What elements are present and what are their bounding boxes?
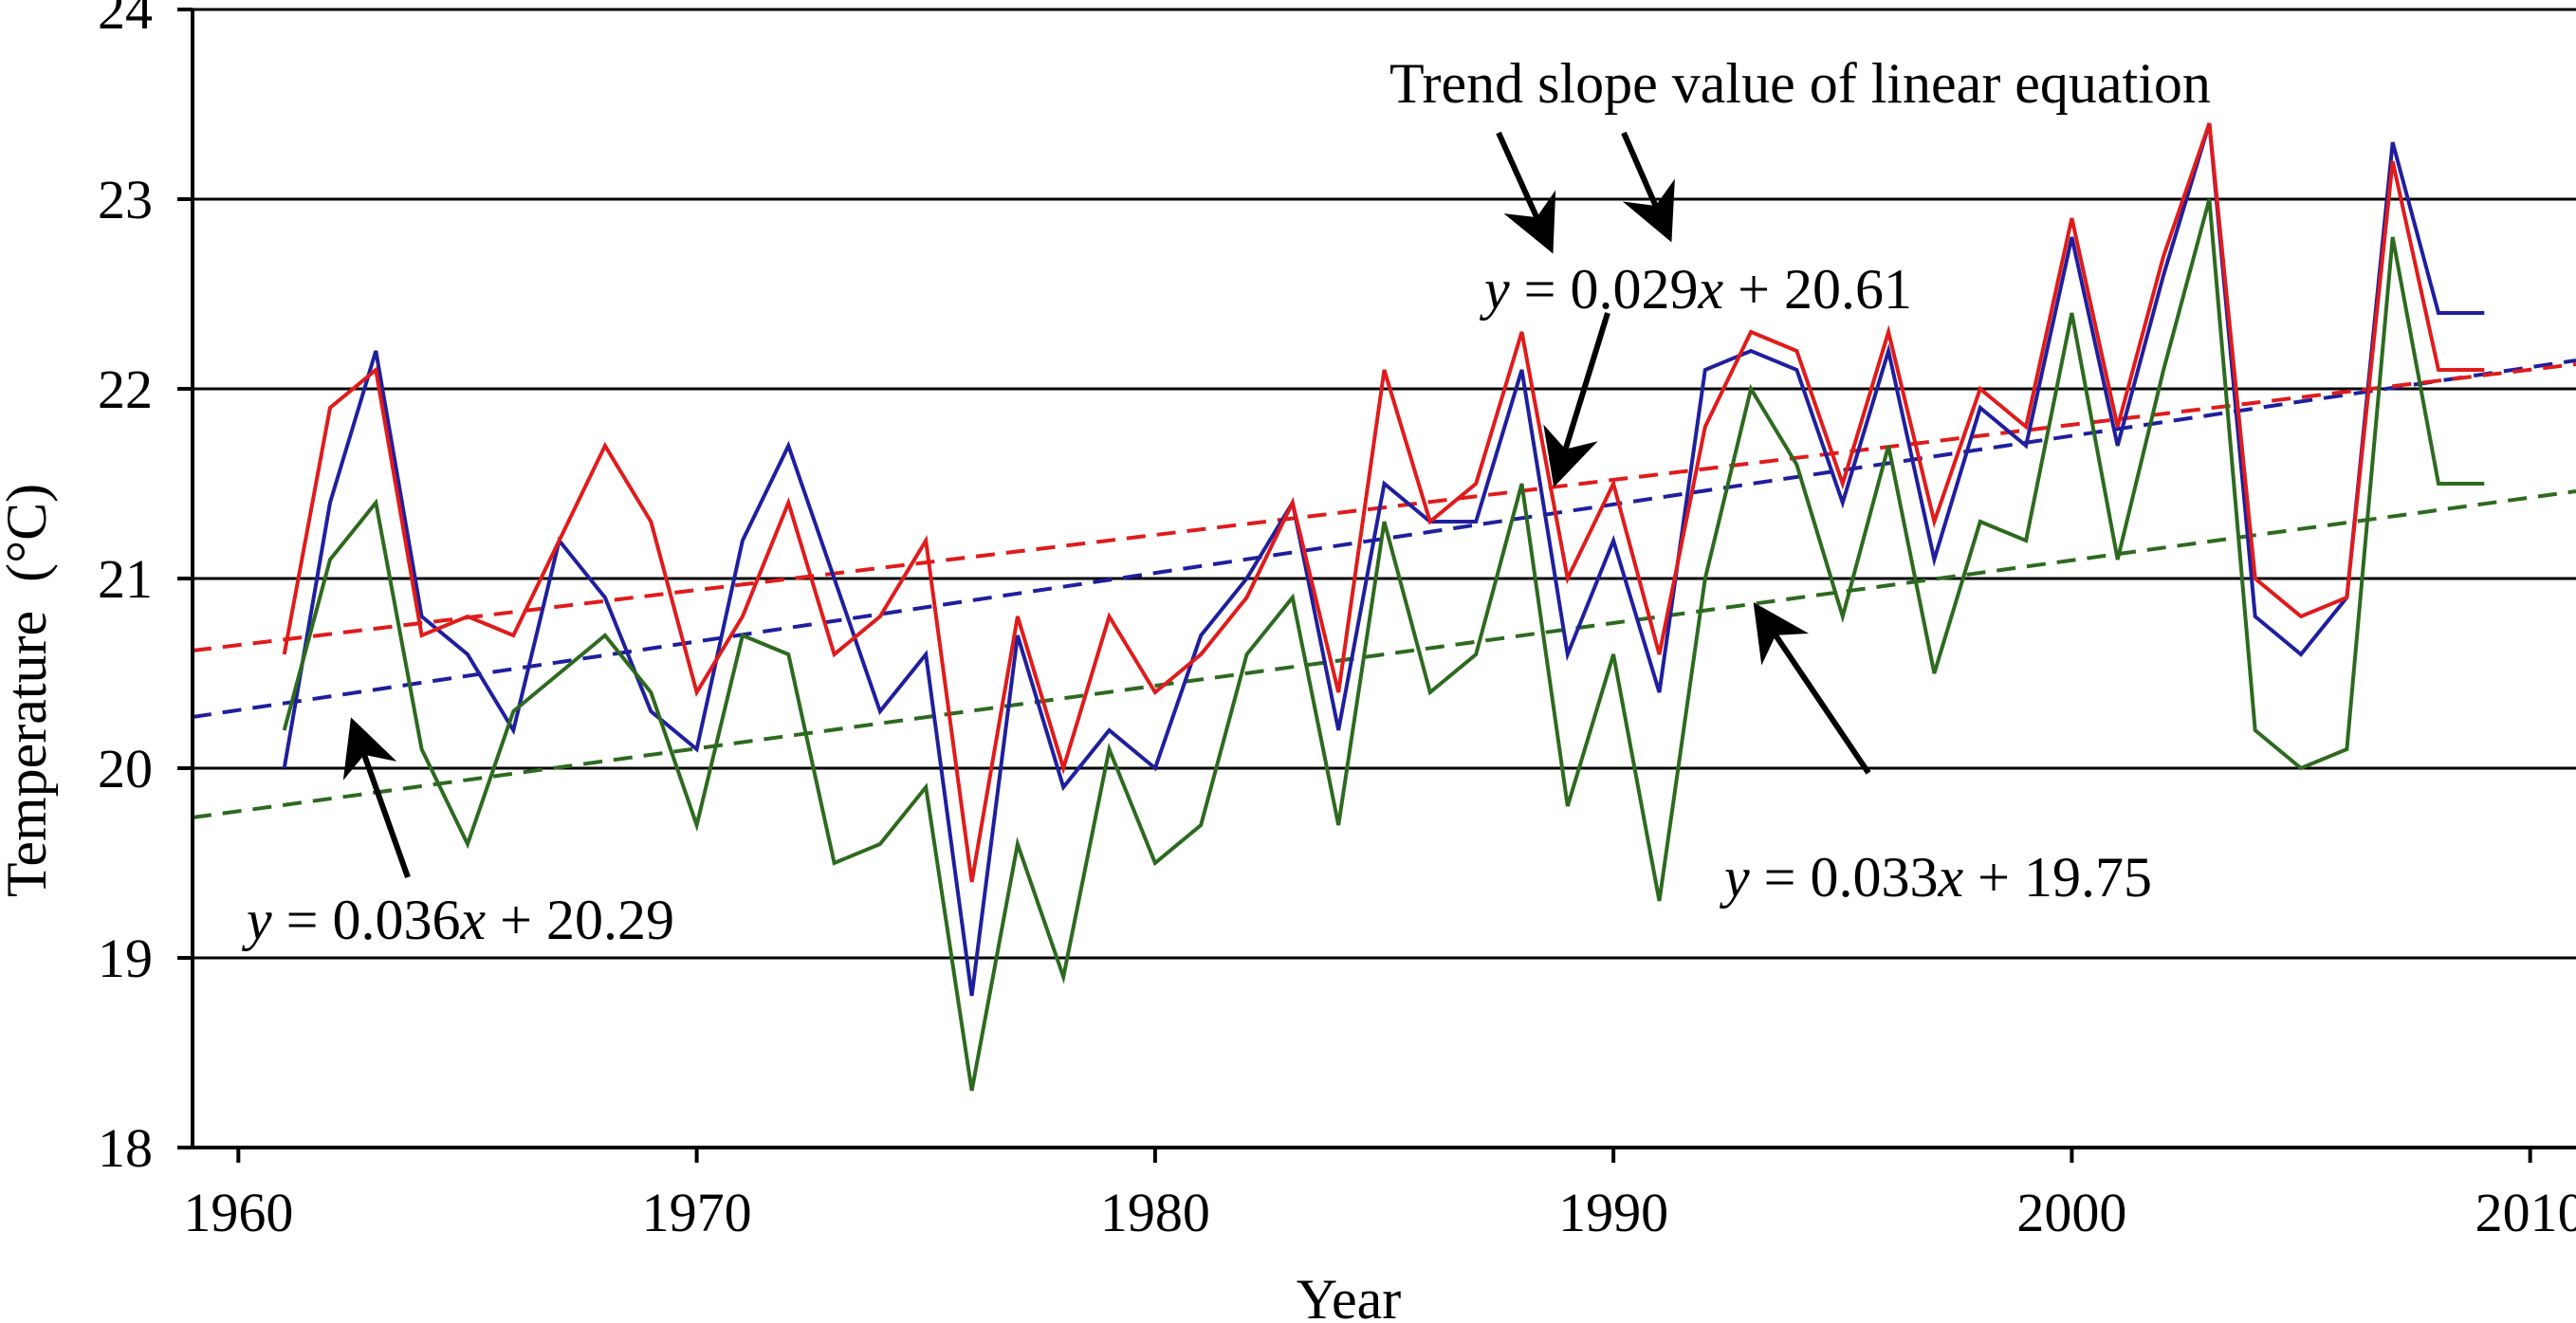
x-tick-label-1: 1970: [642, 1182, 752, 1243]
equation-green: y = 0.033x + 19.75: [1719, 846, 2152, 909]
series-line-2: [282, 198, 2485, 1092]
arrow-to-blue-trend: [342, 717, 411, 879]
equation-red-x: x: [1697, 258, 1723, 321]
y-tick-label-0: 18: [98, 1117, 153, 1179]
arrow-header-left: [1496, 131, 1556, 254]
y-tick-label-6: 24: [98, 0, 153, 41]
equation-blue-mid: = 0.036: [272, 889, 461, 951]
trend-line-2: [192, 489, 2576, 819]
equation-red-tail: + 20.61: [1723, 258, 1912, 321]
y-tick-label-3: 21: [98, 548, 153, 610]
equation-green-tail: + 19.75: [1963, 846, 2152, 909]
equation-blue: y = 0.036x + 20.29: [241, 889, 674, 951]
equation-red-mid: = 0.029: [1510, 258, 1699, 321]
equation-green-x: x: [1937, 846, 1963, 909]
trend-lines: [192, 358, 2576, 819]
x-tick-label-0: 1960: [183, 1182, 293, 1243]
y-tick-label-5: 23: [98, 169, 153, 230]
equation-green-mid: = 0.033: [1750, 846, 1939, 909]
x-tick-label-4: 2000: [2016, 1182, 2126, 1243]
x-tick-label-5: 2010: [2475, 1182, 2576, 1243]
equation-green-y: y: [1719, 846, 1750, 909]
trend-line-1: [192, 362, 2576, 652]
trend-line-0: [192, 358, 2576, 719]
arrow-to-red-trend: [1543, 312, 1610, 487]
series-line-1: [282, 122, 2485, 883]
equation-red: y = 0.029x + 20.61: [1479, 258, 1912, 321]
equation-blue-x: x: [459, 889, 486, 951]
x-tick-label-3: 1990: [1558, 1182, 1668, 1243]
y-tick-label-1: 19: [98, 928, 153, 989]
y-tick-labels: 18 19 20 21 22 23 24: [98, 0, 153, 1179]
equation-red-y: y: [1479, 258, 1510, 321]
x-tick-label-2: 1980: [1100, 1182, 1210, 1243]
y-axis-label: Temperature (°C): [0, 484, 58, 897]
arrow-header-right: [1621, 131, 1675, 243]
annotation-arrows: [342, 131, 1871, 879]
axes: [177, 8, 2576, 1163]
y-tick-label-2: 20: [98, 738, 153, 799]
x-axis-label: Year: [1297, 1268, 1402, 1323]
arrow-to-green-trend: [1753, 602, 1871, 775]
data-series: [282, 122, 2485, 1092]
y-tick-label-4: 22: [98, 358, 153, 420]
series-line-0: [282, 122, 2485, 997]
x-tick-labels: 1960 1970 1980 1990 2000 2010: [183, 1182, 2576, 1243]
trend-slope-header: Trend slope value of linear equation: [1389, 52, 2211, 115]
equation-blue-tail: + 20.29: [486, 889, 674, 951]
equation-blue-y: y: [241, 889, 272, 951]
